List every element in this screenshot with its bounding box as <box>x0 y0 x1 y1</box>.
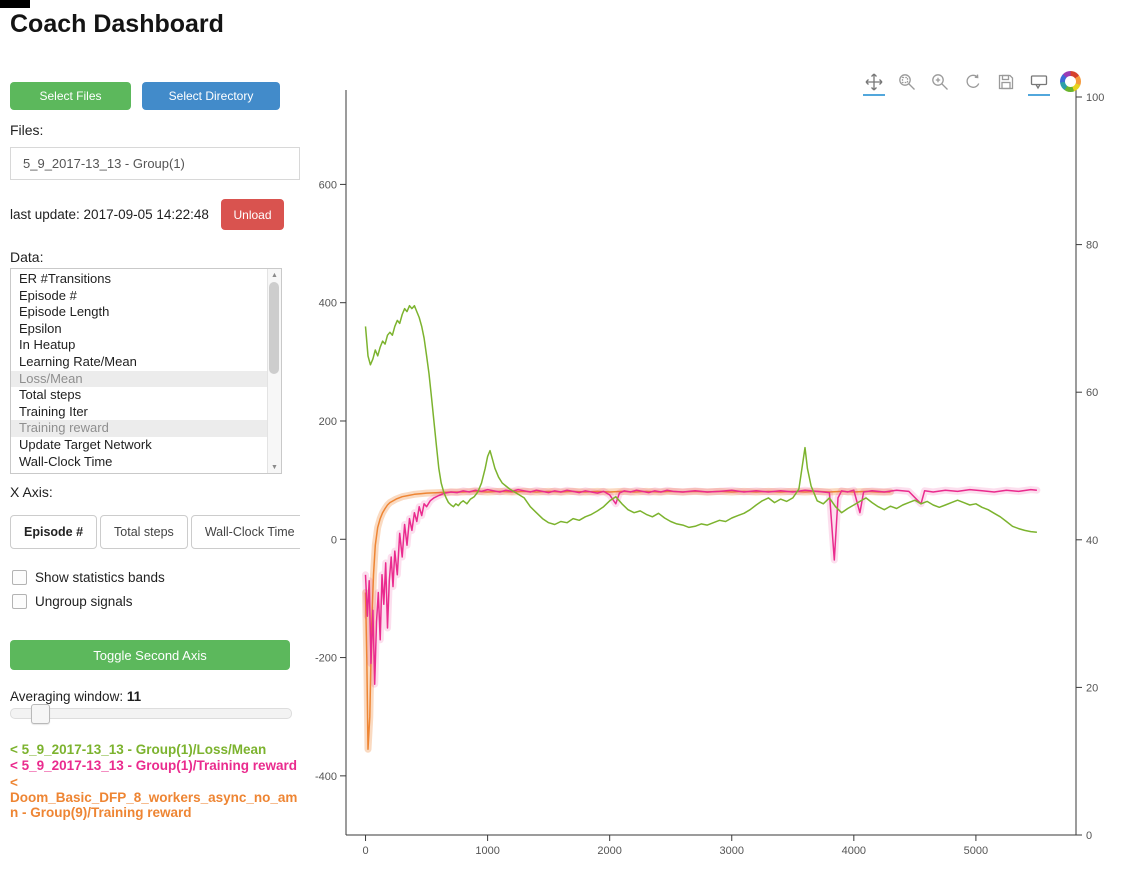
data-multiselect-list[interactable]: ER #Transitions Episode # Episode Length Ep… <box>10 268 282 474</box>
x-tick-label: 5000 <box>964 845 988 857</box>
checkbox-label: Show statistics bands <box>35 570 165 585</box>
y-right-tick-label: 20 <box>1086 682 1098 694</box>
averaging-window-label: Averaging window: <box>10 689 127 704</box>
legend-entry[interactable]: < 5_9_2017-13_13 - Group(1)/Loss/Mean <box>10 742 267 757</box>
x-tick-label: 2000 <box>597 845 621 857</box>
checkbox-icon[interactable] <box>12 570 27 585</box>
pan-tool-icon[interactable] <box>862 68 886 96</box>
hover-tool-icon[interactable] <box>1027 68 1051 96</box>
files-select[interactable]: 5_9_2017-13_13 - Group(1) <box>10 147 300 180</box>
data-list-item[interactable]: Learning Rate/Mean <box>19 353 137 369</box>
bokeh-logo-icon[interactable] <box>1060 71 1081 92</box>
box-zoom-tool-icon[interactable] <box>895 68 919 95</box>
data-list-item[interactable]: Training reward <box>11 420 268 437</box>
checkbox-row[interactable]: Ungroup signals <box>12 594 165 609</box>
x-axis-option-episode-[interactable]: Episode # <box>10 515 98 549</box>
reset-tool-icon[interactable] <box>961 68 985 95</box>
y-left-tick-label: -200 <box>315 653 337 665</box>
series-band <box>362 487 894 753</box>
data-list-scrollbar[interactable]: ▲ ▼ <box>267 269 281 473</box>
page-title: Coach Dashboard <box>10 10 224 38</box>
data-list-item[interactable]: Epsilon <box>19 320 62 336</box>
y-left-tick-label: 600 <box>319 179 337 191</box>
scroll-up-icon[interactable]: ▲ <box>271 271 278 279</box>
data-list-item[interactable]: Episode Length <box>19 304 110 320</box>
select-files-button[interactable]: Select Files <box>10 82 131 110</box>
data-list-item[interactable]: Update Target Network <box>19 436 152 452</box>
averaging-window-value: 11 <box>126 689 142 704</box>
wheel-zoom-tool-icon[interactable] <box>928 68 952 95</box>
chart-legend: < 5_9_2017-13_13 - Group(1)/Loss/Mean < 5… <box>10 742 304 821</box>
bokeh-plot[interactable]: -400 -200 0 200 400 600 0 20 40 60 80 100 0 1000 2000 3… <box>300 60 1123 875</box>
data-label: Data: <box>10 249 44 265</box>
y-right-tick-label: 60 <box>1086 387 1098 399</box>
averaging-window-row: Averaging window: 11 <box>10 689 141 704</box>
y-left-tick-label: 400 <box>319 298 337 310</box>
x-tick-label: 0 <box>362 845 368 857</box>
x-axis-label: X Axis: <box>10 484 53 500</box>
y-right-tick-label: 0 <box>1086 830 1092 842</box>
data-list-items: ER #Transitions Episode # Episode Length Ep… <box>11 271 268 470</box>
series-band <box>362 486 1041 688</box>
plot-toolbar <box>862 68 1081 96</box>
y-right-tick-label: 40 <box>1086 535 1098 547</box>
x-tick-label: 1000 <box>475 845 499 857</box>
data-list-item[interactable]: Wall-Clock Time <box>19 453 113 469</box>
toggle-second-axis-button[interactable]: Toggle Second Axis <box>10 640 290 670</box>
legend-entry[interactable]: < Doom_Basic_DFP_8_workers_async_no_amn … <box>10 774 298 821</box>
y-left-tick-label: -400 <box>315 771 337 783</box>
options-checkboxes: Show statistics bands Ungroup signals <box>12 570 165 618</box>
select-directory-button[interactable]: Select Directory <box>142 82 280 110</box>
scrollbar-thumb[interactable] <box>269 282 279 374</box>
series-line <box>364 490 891 750</box>
series-line <box>364 488 1037 685</box>
data-list-item[interactable]: Training Iter <box>19 403 88 419</box>
x-tick-label: 4000 <box>842 845 866 857</box>
scroll-down-icon[interactable]: ▼ <box>271 463 278 471</box>
x-axis-button-group: Episode # Total steps Wall-Clock Time <box>10 515 309 549</box>
checkbox-label: Ungroup signals <box>35 594 133 609</box>
x-tick-label: 3000 <box>720 845 744 857</box>
top-left-artifact <box>0 0 30 8</box>
data-list-item[interactable]: ER #Transitions <box>19 271 111 286</box>
y-left-tick-label: 0 <box>331 534 337 546</box>
y-right-tick-label: 100 <box>1086 92 1104 104</box>
data-list-item[interactable]: Loss/Mean <box>11 370 268 388</box>
slider-thumb[interactable] <box>30 704 50 724</box>
files-label: Files: <box>10 122 44 138</box>
save-tool-icon[interactable] <box>994 68 1018 95</box>
averaging-window-slider[interactable] <box>10 704 292 724</box>
x-axis-option-wall-clock-time[interactable]: Wall-Clock Time <box>190 515 309 549</box>
data-list-item[interactable]: Total steps <box>19 387 82 403</box>
y-left-tick-label: 200 <box>319 416 337 428</box>
x-axis-option-total-steps[interactable]: Total steps <box>100 515 188 549</box>
checkbox-row[interactable]: Show statistics bands <box>12 570 165 585</box>
data-list-item[interactable]: In Heatup <box>19 337 76 353</box>
unload-button[interactable]: Unload <box>221 199 284 230</box>
y-right-tick-label: 80 <box>1086 240 1098 252</box>
checkbox-icon[interactable] <box>12 594 27 609</box>
data-list-item[interactable]: Episode # <box>19 287 77 303</box>
last-update-text: last update: 2017-09-05 14:22:48 <box>10 207 209 222</box>
series-line <box>364 304 1037 533</box>
legend-entry[interactable]: < 5_9_2017-13_13 - Group(1)/Training rew… <box>10 758 298 774</box>
